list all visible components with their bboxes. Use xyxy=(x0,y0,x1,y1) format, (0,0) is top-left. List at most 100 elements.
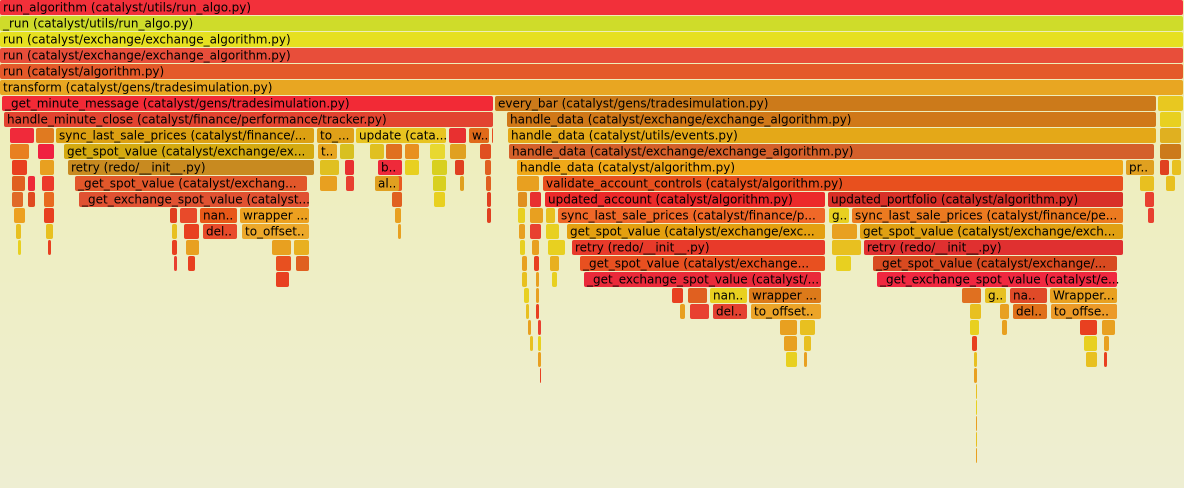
frame: sync_last_sale_prices (catalyst/finance/… xyxy=(56,128,314,143)
frame xyxy=(528,320,531,335)
frame xyxy=(10,128,34,143)
frame-label: wrapper ... xyxy=(752,289,817,303)
frame xyxy=(433,176,446,191)
frame: run_algorithm (catalyst/utils/run_algo.p… xyxy=(0,0,1183,15)
frame: handle_data (catalyst/exchange/exchange_… xyxy=(507,112,1156,127)
frame xyxy=(10,144,29,159)
frame-box xyxy=(0,64,1183,79)
frame-label: updated_portfolio (catalyst/algorithm.py… xyxy=(831,193,1078,207)
frame-label: to_offset.. xyxy=(754,305,814,319)
frame-box xyxy=(545,192,825,207)
frame-label: del.. xyxy=(1016,305,1042,319)
frame-label: _get_exchange_spot_value (catalyst/... xyxy=(586,273,819,287)
frame xyxy=(530,336,533,351)
frame: w.. xyxy=(469,128,489,143)
frame: sync_last_sale_prices (catalyst/finance/… xyxy=(852,208,1123,223)
frame xyxy=(188,256,195,271)
frame xyxy=(276,272,289,287)
frame-box xyxy=(860,224,1123,239)
frame xyxy=(46,224,53,239)
frame xyxy=(28,192,35,207)
frame xyxy=(548,240,565,255)
frame-label: w.. xyxy=(472,129,488,143)
frame xyxy=(1080,320,1097,335)
frame-box xyxy=(1010,288,1047,303)
frame-box xyxy=(572,240,825,255)
frame xyxy=(320,160,339,175)
frame xyxy=(14,208,25,223)
frame xyxy=(1166,176,1175,191)
frame xyxy=(1172,160,1181,175)
frame-box xyxy=(0,32,1183,47)
frame xyxy=(430,144,445,159)
frame-label: g.. xyxy=(988,289,1003,303)
frame xyxy=(780,320,797,335)
frame xyxy=(1084,336,1097,351)
frame-label: retry (redo/__init__.py) xyxy=(71,161,206,175)
frame xyxy=(272,240,291,255)
frame-label: to_... xyxy=(320,129,350,143)
frame: del.. xyxy=(1013,304,1047,319)
frame: get_spot_value (catalyst/exchange/exch..… xyxy=(860,224,1123,239)
frame xyxy=(434,192,445,207)
frame: pr.. xyxy=(1126,160,1154,175)
frame xyxy=(519,224,525,239)
frame xyxy=(1140,176,1154,191)
frame xyxy=(690,304,709,319)
frame xyxy=(784,336,797,351)
frame xyxy=(546,208,555,223)
frame: every_bar (catalyst/gens/tradesimulation… xyxy=(495,96,1156,111)
frame: handle_data (catalyst/algorithm.py) xyxy=(517,160,1123,175)
frame xyxy=(970,304,981,319)
frame xyxy=(520,240,525,255)
frame: b.. xyxy=(378,160,402,175)
frame-box xyxy=(4,112,493,127)
frame xyxy=(276,256,291,271)
frame xyxy=(976,400,977,415)
frame-label: nan.. xyxy=(203,209,233,223)
frame-label: b.. xyxy=(381,161,396,175)
frame xyxy=(180,208,197,223)
frame-label: get_spot_value (catalyst/exchange/exch..… xyxy=(863,225,1115,239)
frame-label: sync_last_sale_prices (catalyst/finance/… xyxy=(59,129,306,143)
frame xyxy=(36,128,54,143)
frame xyxy=(487,208,491,223)
frame xyxy=(395,208,401,223)
frame: wrapper ... xyxy=(749,288,821,303)
frame xyxy=(540,368,541,383)
frame xyxy=(16,224,21,239)
frame: run (catalyst/exchange/exchange_algorith… xyxy=(0,32,1183,47)
frame xyxy=(552,272,557,287)
frame xyxy=(405,160,419,175)
frame: run (catalyst/algorithm.py) xyxy=(0,64,1183,79)
frame xyxy=(972,336,977,351)
frame xyxy=(976,448,977,463)
frame-box xyxy=(318,144,337,159)
frame xyxy=(518,208,525,223)
frame-box xyxy=(517,160,1123,175)
frame xyxy=(536,272,539,287)
frame-box xyxy=(317,128,354,143)
frame-label: update (cata... xyxy=(359,129,447,143)
frame-box xyxy=(829,208,849,223)
frame: del.. xyxy=(203,224,237,239)
frame: del.. xyxy=(713,304,747,319)
frame xyxy=(524,288,529,303)
frame-box xyxy=(64,144,314,159)
frame xyxy=(1104,336,1109,351)
frame-box xyxy=(543,176,1123,191)
frame-label: handle_data (catalyst/exchange/exchange_… xyxy=(512,145,854,159)
frame-label: get_spot_value (catalyst/exchange/exc... xyxy=(570,225,815,239)
frame-label: _get_spot_value (catalyst/exchang... xyxy=(77,177,297,191)
frame-label: _run (catalyst/utils/run_algo.py) xyxy=(2,17,193,31)
frame-label: al.. xyxy=(378,177,396,191)
frame-box xyxy=(469,128,489,143)
frame-label: _get_exchange_spot_value (catalyst... xyxy=(81,193,310,207)
frame: get_spot_value (catalyst/exchange/exc... xyxy=(567,224,825,239)
frame-label: sync_last_sale_prices (catalyst/finance/… xyxy=(561,209,816,223)
frame xyxy=(460,176,464,191)
frame-box xyxy=(713,304,747,319)
frame-box xyxy=(873,256,1117,271)
frame xyxy=(530,192,541,207)
